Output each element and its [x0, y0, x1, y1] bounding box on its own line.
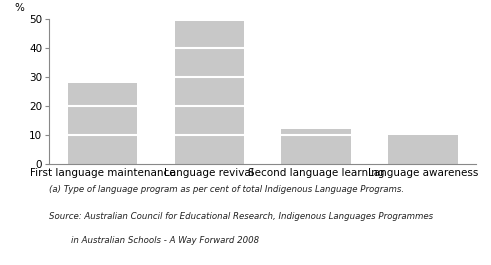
Bar	[281, 129, 351, 164]
Bar	[388, 135, 458, 164]
Text: in Australian Schools - A Way Forward 2008: in Australian Schools - A Way Forward 20…	[49, 236, 259, 245]
Bar	[68, 83, 137, 164]
Y-axis label: %: %	[14, 3, 24, 13]
Text: Source: Australian Council for Educational Research, Indigenous Languages Progra: Source: Australian Council for Education…	[49, 212, 433, 221]
Bar	[175, 21, 244, 164]
Text: (a) Type of language program as per cent of total Indigenous Language Programs.: (a) Type of language program as per cent…	[49, 186, 404, 195]
